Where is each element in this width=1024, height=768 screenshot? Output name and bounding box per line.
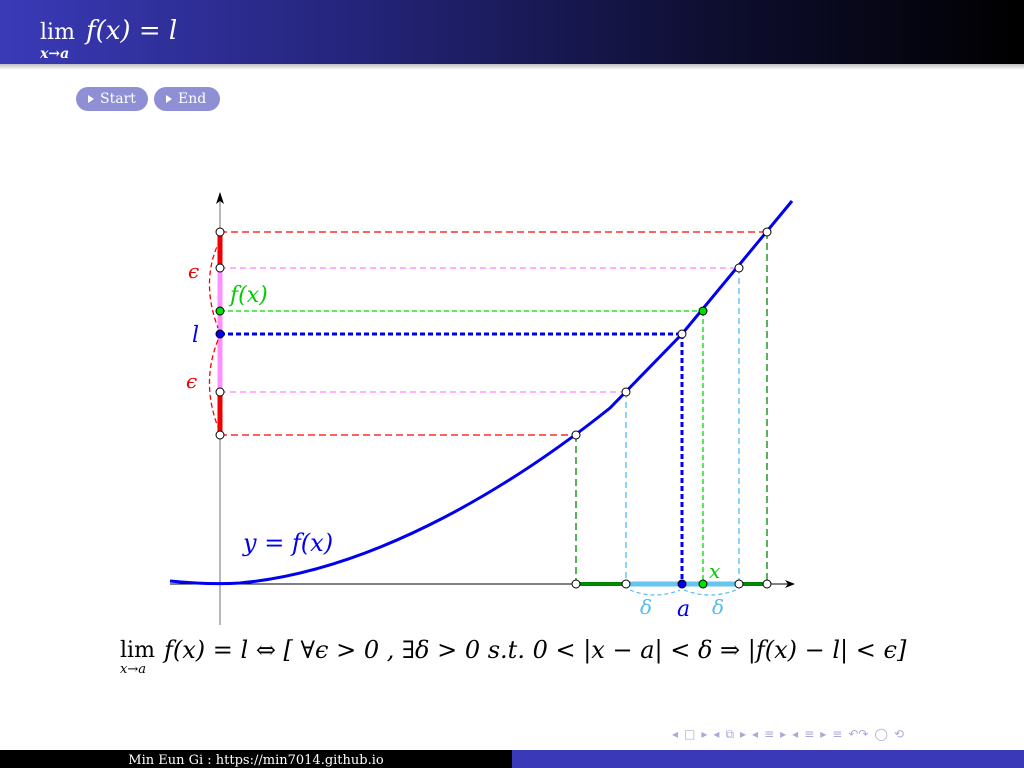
nav-prev-frame-icon[interactable]: ◂ <box>672 727 679 741</box>
beamer-navigation: ◂ □ ▸ ◂ ⧉ ▸ ◂ ≡ ▸ ◂ ≡ ▸ ≡ ↶↷ ◯ ⟲ <box>672 726 1024 742</box>
epsilon-lower-arc <box>208 339 221 433</box>
start-button[interactable]: Start <box>76 87 148 111</box>
delta-left-label: δ <box>640 595 652 619</box>
curve-point-a <box>677 329 687 339</box>
l-label: l <box>192 323 199 348</box>
y-point-l-plus-eps <box>215 227 225 237</box>
title-expression: f(x) = l <box>86 16 178 46</box>
epsilon-upper-label: ϵ <box>188 259 199 283</box>
nav-next-frame-icon[interactable]: ▸ <box>701 727 708 741</box>
function-curve <box>169 200 794 586</box>
nav-refresh-icon[interactable]: ⟲ <box>893 727 904 741</box>
nav-prev-subsection-icon[interactable]: ◂ <box>713 727 720 741</box>
x-point-a-minus-delta <box>621 579 631 589</box>
epsilon-lower-label: ϵ <box>186 369 197 393</box>
y-point-inner-lower <box>215 387 225 397</box>
y-point-inner-upper <box>215 263 225 273</box>
curve-point-5 <box>762 227 772 237</box>
curve-label: y = f(x) <box>242 529 333 557</box>
nav-doc-icon[interactable]: ≡ <box>804 727 815 741</box>
nav-prev-doc-icon[interactable]: ◂ <box>792 727 799 741</box>
y-point-fx <box>215 306 225 316</box>
formula-lim: lim <box>120 638 155 663</box>
delta-left-arc <box>629 589 681 596</box>
y-axis-arrow <box>216 192 224 204</box>
x-point-outer-left <box>571 579 581 589</box>
play-triangle-icon <box>88 95 94 103</box>
x-point-a-plus-delta <box>734 579 744 589</box>
x-point-a <box>677 579 687 589</box>
a-label: a <box>677 597 690 622</box>
nav-search-icon[interactable]: ◯ <box>874 727 888 741</box>
footer-author: Min Eun Gi : https://min7014.github.io <box>0 750 512 768</box>
nav-toc-icon[interactable]: ≡ <box>832 727 843 741</box>
nav-prev-section-icon[interactable]: ◂ <box>752 727 759 741</box>
title-lim: lim <box>40 20 75 45</box>
curve-point-4 <box>734 263 744 273</box>
delta-right-arc <box>683 589 737 596</box>
delta-right-label: δ <box>712 595 724 619</box>
header-shadow <box>0 64 1024 70</box>
curve-point-x <box>698 306 708 316</box>
fx-label: f(x) <box>228 283 268 308</box>
x-point-outer-right <box>762 579 772 589</box>
y-point-l-minus-eps <box>215 430 225 440</box>
nav-back-forward-icon[interactable]: ↶↷ <box>848 727 869 741</box>
curve-point-2 <box>621 387 631 397</box>
nav-frame-icon[interactable]: □ <box>684 727 696 741</box>
end-button-label: End <box>178 91 207 107</box>
x-point-x <box>698 579 708 589</box>
formula-subscript: x→a <box>120 662 146 677</box>
epsilon-upper-arc <box>208 239 221 329</box>
nav-next-section-icon[interactable]: ▸ <box>780 727 787 741</box>
nav-subsection-icon[interactable]: ⧉ <box>725 726 735 741</box>
slide-header <box>0 0 1024 64</box>
footer-bar <box>512 750 1024 768</box>
nav-next-subsection-icon[interactable]: ▸ <box>740 727 747 741</box>
start-button-label: Start <box>100 91 136 107</box>
nav-next-doc-icon[interactable]: ▸ <box>820 727 827 741</box>
curve-point-1 <box>571 430 581 440</box>
end-button[interactable]: End <box>154 87 220 111</box>
nav-section-icon[interactable]: ≡ <box>764 727 775 741</box>
x-label: x <box>709 559 720 583</box>
title-subscript: x→a <box>40 46 70 62</box>
y-point-l <box>215 329 225 339</box>
formula-body: f(x) = l ⇔ [ ∀ϵ > 0 , ∃δ > 0 s.t. 0 < |x… <box>164 636 907 664</box>
play-triangle-icon <box>166 95 172 103</box>
